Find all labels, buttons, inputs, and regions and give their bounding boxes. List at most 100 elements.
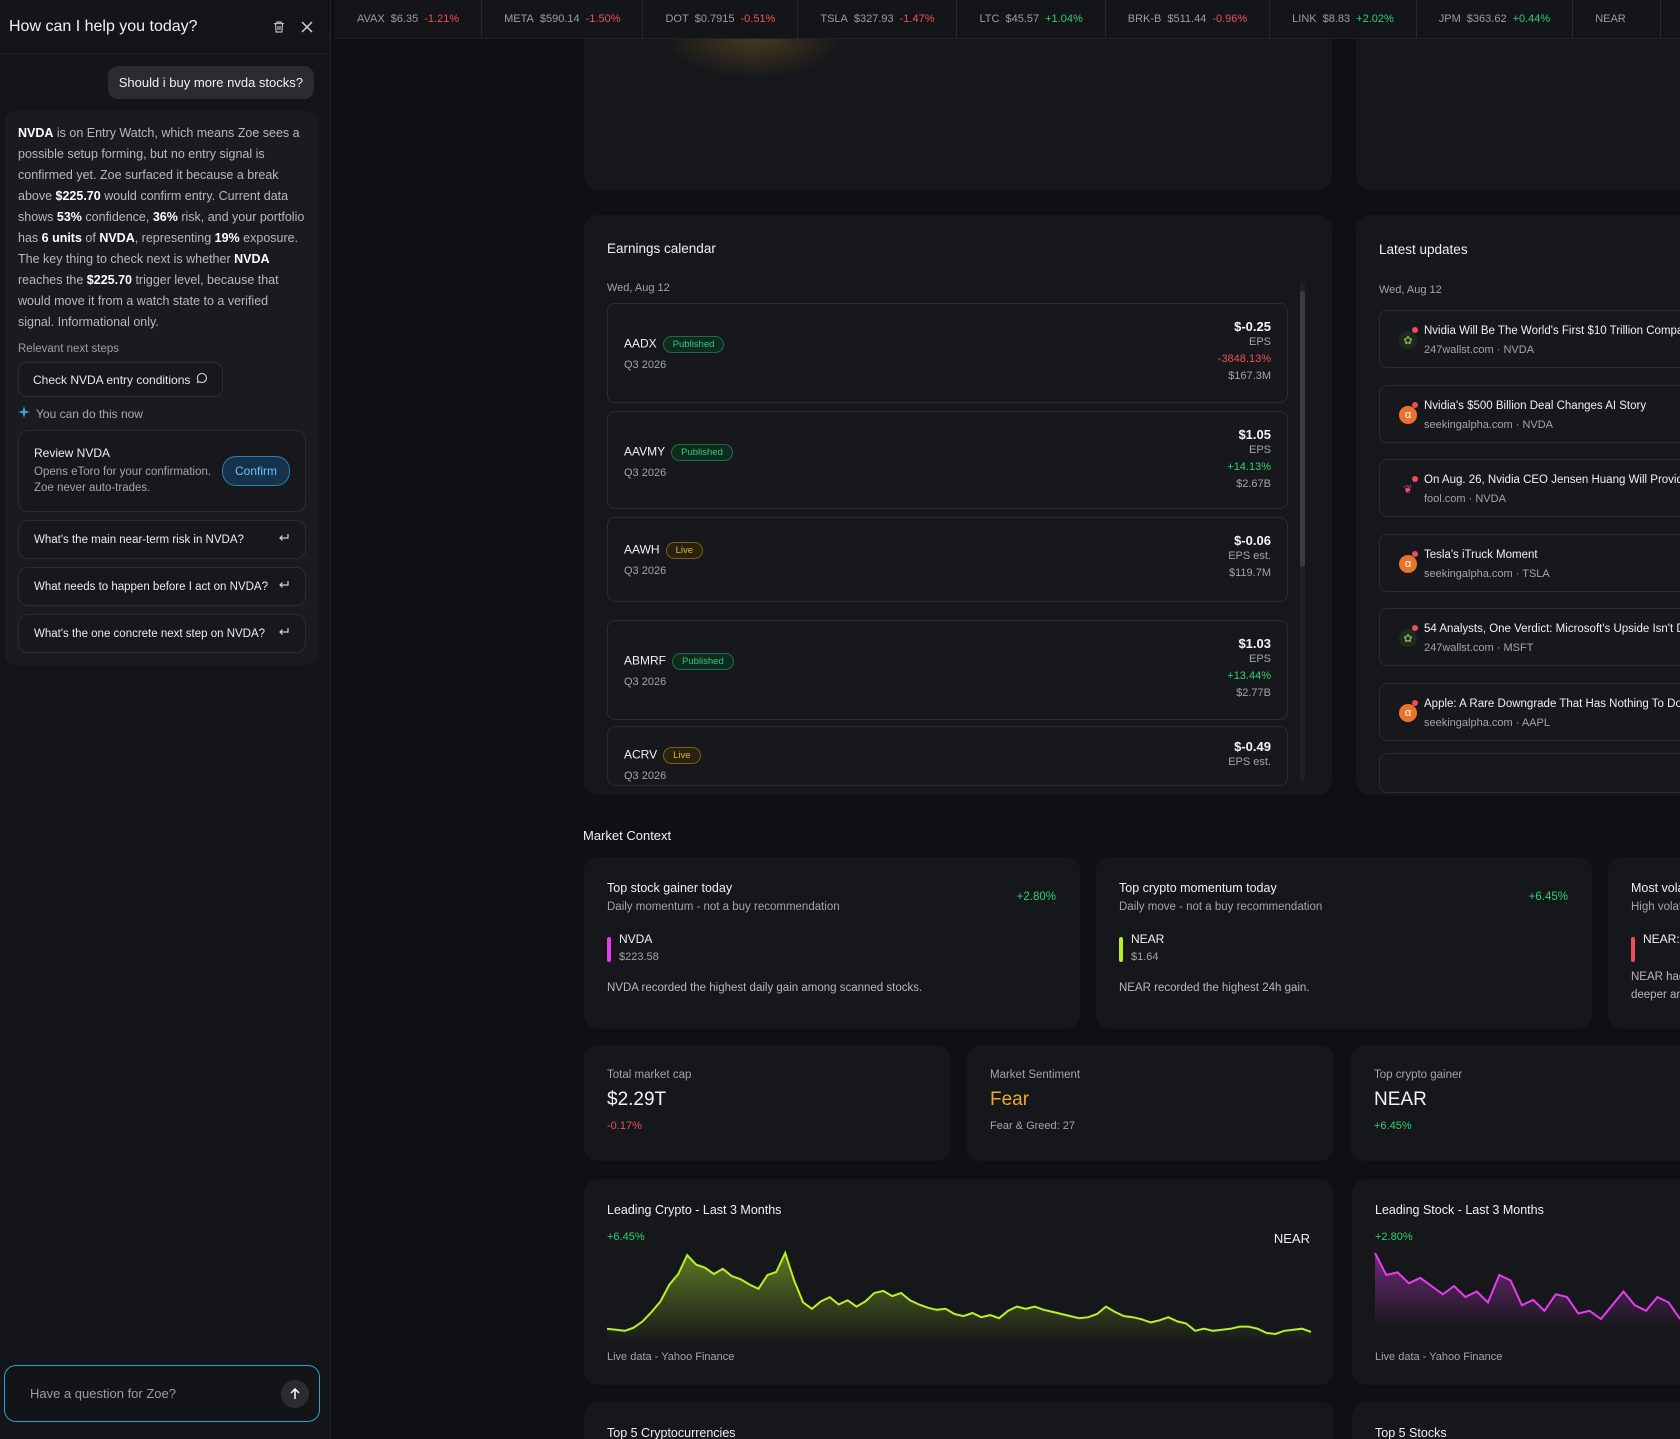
- stat-value: Fear: [990, 1089, 1030, 1110]
- market-context-title: Market Context: [583, 828, 672, 843]
- stock-chart-title: Leading Stock - Last 3 Months: [1375, 1203, 1544, 1217]
- crypto-chart-symbol: NEAR: [1273, 1231, 1310, 1246]
- user-message: Should i buy more nvda stocks?: [107, 66, 314, 99]
- eps-label: EPS: [1248, 444, 1271, 456]
- ticker-item[interactable]: BRK-B $511.44 -0.96%: [1106, 0, 1271, 38]
- news-source: 247wallst.com · NVDA: [1424, 344, 1535, 356]
- eps-surprise: -3848.13%: [1217, 353, 1271, 365]
- earnings-figures: $-0.49 EPS est.: [1228, 739, 1271, 771]
- earnings-row[interactable]: ACRV Live Q3 2026 $-0.49 EPS est.: [607, 726, 1288, 786]
- answer-highlight: 36%: [152, 210, 178, 224]
- latest-updates-panel: Latest updates Wed, Aug 12 ✿ Nvidia Will …: [1356, 215, 1680, 795]
- context-card-subtitle: High volat: [1631, 901, 1680, 913]
- ticker-change: -1.21%: [424, 13, 460, 25]
- eps-surprise: +14.13%: [1227, 461, 1271, 473]
- earnings-row[interactable]: AAWH Live Q3 2026 $-0.06 EPS est. $119.7M: [607, 517, 1288, 602]
- confirm-button[interactable]: Confirm: [221, 456, 290, 486]
- trash-icon[interactable]: [265, 13, 293, 41]
- ticker-price: $363.62: [1466, 13, 1507, 25]
- news-item[interactable]: α Apple: A Rare Downgrade That Has Nothin…: [1379, 682, 1680, 741]
- earnings-symbol: AADX: [624, 336, 657, 351]
- do-now-row: You can do this now: [18, 406, 306, 421]
- ticker-symbol: NEAR: [1595, 13, 1626, 25]
- eps-value: $1.03: [1238, 636, 1271, 651]
- chat-input[interactable]: [30, 1386, 281, 1401]
- stat-value: $2.29T: [607, 1089, 667, 1110]
- news-item[interactable]: ✿ 54 Analysts, One Verdict: Microsoft's U…: [1379, 608, 1680, 666]
- follow-up-question[interactable]: What needs to happen before I act on NVD…: [18, 567, 306, 606]
- revenue-value: $2.67B: [1236, 478, 1271, 490]
- stat-subtext: -0.17%: [607, 1120, 642, 1132]
- eps-label: EPS est.: [1228, 550, 1271, 562]
- earnings-title: Earnings calendar: [607, 241, 716, 256]
- chart-area-fill: [607, 1253, 1311, 1344]
- wallst-logo-icon: ✿: [1399, 331, 1417, 349]
- chart-series-line: [606, 1250, 1312, 1336]
- answer-segment: confidence,: [81, 210, 153, 224]
- stat-content: Top crypto gainer NEAR +6.45%: [1374, 1069, 1462, 1132]
- ticker-symbol: LINK: [1292, 13, 1317, 25]
- unread-dot: [1412, 476, 1418, 482]
- news-item-partial[interactable]: [1379, 753, 1680, 793]
- answer-highlight: $225.70: [86, 273, 132, 287]
- earnings-row[interactable]: AADX Published Q3 2026 $-0.25 EPS -3848.13% $1…: [607, 303, 1288, 403]
- follow-up-question[interactable]: What's the main near-term risk in NVDA?: [18, 520, 306, 559]
- close-icon[interactable]: [293, 13, 321, 41]
- earnings-row[interactable]: ABMRF Published Q3 2026 $1.03 EPS +13.44% $2.7…: [607, 620, 1288, 720]
- answer-segment: is on Entry Watch, which means Zoe sees …: [18, 126, 300, 203]
- answer-highlight: $225.70: [55, 189, 101, 203]
- follow-up-label: What needs to happen before I act on NVD…: [34, 580, 268, 593]
- stat-card: Total market cap $2.29T -0.17%: [584, 1045, 951, 1161]
- earnings-row[interactable]: AAVMY Published Q3 2026 $1.05 EPS +14.13% $2.6…: [607, 411, 1288, 509]
- top-crypto-title: Top 5 Cryptocurrencies: [607, 1426, 736, 1439]
- news-item[interactable]: ✿ Nvidia Will Be The World's First $10 Tr…: [1379, 310, 1680, 368]
- chat-sidebar: How can I help you today? Should i buy m…: [0, 0, 331, 1439]
- eps-value: $-0.25: [1234, 319, 1271, 334]
- earnings-symbol: ACRV: [624, 747, 658, 762]
- news-title: 54 Analysts, One Verdict: Microsoft's Up…: [1424, 623, 1680, 635]
- ticker-item[interactable]: LTC $45.57 +1.04%: [957, 0, 1106, 38]
- context-card-subtitle: Daily momentum - not a buy recommendatio…: [607, 901, 840, 913]
- crypto-chart-footer: Live data - Yahoo Finance: [607, 1351, 735, 1363]
- chart-area-fill: [1375, 1253, 1680, 1329]
- eps-value: $-0.49: [1234, 739, 1271, 754]
- next-steps-label: Relevant next steps: [18, 343, 120, 355]
- status-badge: Published: [662, 336, 725, 353]
- follow-up-label: What's the one concrete next step on NVD…: [34, 627, 266, 640]
- send-arrow-icon[interactable]: [281, 1379, 309, 1408]
- ticker-price: $45.57: [1005, 13, 1040, 25]
- answer-highlight: NVDA: [99, 231, 135, 245]
- news-source: fool.com · NVDA: [1424, 493, 1506, 505]
- stat-card: Market Sentiment Fear Fear & Greed: 27: [967, 1045, 1334, 1161]
- earnings-symbol-line: AAVMY Published: [624, 444, 733, 461]
- top-panel-right: [1356, 39, 1680, 190]
- earnings-symbol-line: AAWH Live: [624, 542, 703, 559]
- follow-up-question[interactable]: What's the one concrete next step on NVD…: [18, 614, 306, 653]
- news-item[interactable]: α Nvidia's $500 Billion Deal Changes AI S…: [1379, 384, 1680, 443]
- earnings-scrollbar-thumb[interactable]: [1300, 291, 1305, 567]
- ticker-change: +1.04%: [1045, 13, 1083, 25]
- earnings-symbol: ABMRF: [624, 653, 666, 668]
- news-item[interactable]: α Tesla's iTruck Moment seekingalpha.com ·…: [1379, 533, 1680, 592]
- ticker-item[interactable]: TSLA $327.93 -1.47%: [798, 0, 958, 38]
- ticker-item[interactable]: LINK $8.83 +2.02%: [1270, 0, 1417, 38]
- sa-logo-icon: α: [1399, 703, 1417, 722]
- fool-logo-icon: ❦: [1403, 483, 1413, 496]
- ticker-item[interactable]: JPM $363.62 +0.44%: [1417, 0, 1574, 38]
- stat-label: Total market cap: [607, 1069, 692, 1081]
- ticker-symbol: TSLA: [820, 13, 848, 25]
- ticker-symbol: META: [504, 13, 534, 25]
- ticker-item[interactable]: DOT $0.7915 -0.51%: [643, 0, 799, 38]
- market-context-card: Most vola High volat NEAR: 1 NEAR had deepe…: [1608, 857, 1680, 1029]
- news-title: On Aug. 26, Nvidia CEO Jensen Huang Will…: [1424, 474, 1680, 486]
- ticker-item[interactable]: AVAX $6.35 -1.21%: [335, 0, 483, 38]
- earnings-scrollbar-track[interactable]: [1300, 281, 1305, 781]
- glow-decoration: [664, 39, 844, 79]
- ticker-item[interactable]: META $590.14 -1.50%: [482, 0, 644, 38]
- unread-dot: [1412, 625, 1418, 631]
- ticker-item[interactable]: NEAR: [1573, 0, 1661, 38]
- news-item[interactable]: ❦ On Aug. 26, Nvidia CEO Jensen Huang Wil…: [1379, 459, 1680, 517]
- check-entry-conditions-chip[interactable]: Check NVDA entry conditions: [18, 362, 224, 397]
- eps-label: EPS: [1248, 336, 1271, 348]
- earnings-quarter: Q3 2026: [624, 467, 667, 479]
